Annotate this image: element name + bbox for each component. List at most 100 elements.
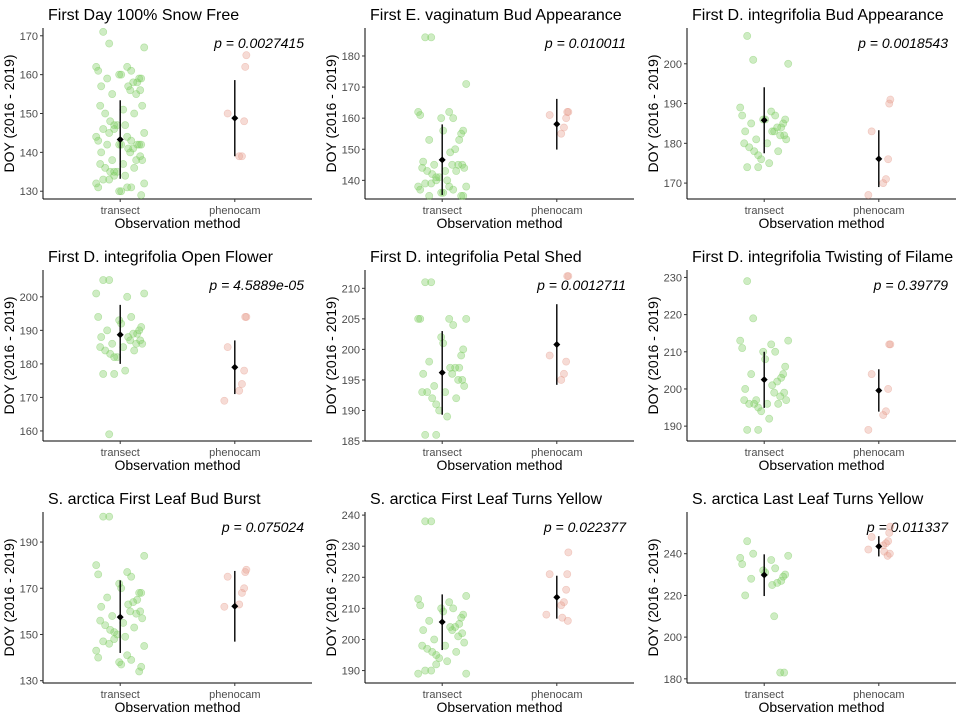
data-point-transect <box>105 276 114 284</box>
p-value-label: p = 0.39779 <box>873 277 949 293</box>
data-point-transect <box>445 314 454 323</box>
data-point-phenocam <box>240 584 249 593</box>
data-point-transect <box>437 114 446 123</box>
data-point-transect <box>421 517 430 526</box>
panel-8: S. arctica First Leaf Turns Yellow p = 0.… <box>323 491 634 715</box>
y-tick-label: 150 <box>20 629 38 641</box>
data-point-transect <box>94 313 103 321</box>
data-point-transect <box>750 147 759 156</box>
data-point-transect <box>124 82 133 91</box>
data-point-phenocam <box>879 411 888 419</box>
panel-4: First D. integrifolia Open Flower p = 4.5… <box>1 249 312 473</box>
data-point-transect <box>458 376 467 384</box>
data-point-transect <box>427 278 436 287</box>
p-value-label: p = 0.075024 <box>221 519 304 535</box>
data-point-phenocam <box>542 610 551 619</box>
data-point-phenocam <box>563 570 572 579</box>
data-point-phenocam <box>884 537 893 546</box>
data-point-transect <box>782 396 791 405</box>
data-point-transect <box>452 394 461 403</box>
data-point-transect <box>741 591 750 600</box>
p-value-label: p = 0.010011 <box>544 35 626 51</box>
data-point-transect <box>108 156 117 165</box>
data-point-transect <box>140 43 149 52</box>
data-point-transect <box>428 394 437 403</box>
data-point-transect <box>460 638 469 647</box>
y-tick-label: 160 <box>342 113 360 125</box>
data-point-transect <box>115 70 124 79</box>
data-point-transect <box>124 144 133 153</box>
data-point-phenocam <box>563 272 572 281</box>
data-point-phenocam <box>240 366 249 375</box>
mean-marker-transect <box>438 618 446 626</box>
y-tick-label: 140 <box>20 147 38 159</box>
data-point-transect <box>432 651 441 659</box>
mean-marker-phenocam <box>553 593 561 601</box>
data-point-transect <box>435 654 444 663</box>
data-point-phenocam <box>238 152 246 161</box>
data-point-transect <box>421 179 430 188</box>
y-axis-label: DOY (2016 - 2019) <box>1 54 17 172</box>
y-tick-label: 190 <box>664 99 682 111</box>
data-point-phenocam <box>867 533 876 541</box>
y-tick-label: 220 <box>664 590 682 602</box>
data-point-transect <box>779 370 788 378</box>
data-point-transect <box>457 191 466 200</box>
data-point-transect <box>123 183 132 192</box>
data-point-phenocam <box>562 357 571 366</box>
data-point-phenocam <box>884 155 893 164</box>
data-point-transect <box>99 637 108 646</box>
data-point-transect <box>99 27 108 36</box>
data-point-phenocam <box>242 51 251 60</box>
data-point-transect <box>427 179 436 188</box>
data-point-transect <box>127 136 136 145</box>
panel-title: First D. integrifolia Twisting of Filame <box>692 249 953 266</box>
y-tick-label: 180 <box>664 674 682 686</box>
data-point-transect <box>765 159 774 168</box>
data-point-transect <box>99 175 108 184</box>
y-axis-label: DOY (2016 - 2019) <box>645 54 661 172</box>
data-point-transect <box>92 62 101 71</box>
data-point-transect <box>105 175 114 184</box>
mean-marker-transect <box>438 156 446 164</box>
y-tick-label: 170 <box>342 82 360 94</box>
data-point-transect <box>137 588 146 597</box>
x-tick-label-phenocam: phenocam <box>853 205 904 217</box>
data-point-transect <box>771 564 780 573</box>
data-point-transect <box>138 101 147 110</box>
data-point-transect <box>126 86 135 95</box>
y-tick-label: 210 <box>342 603 360 615</box>
y-tick-label: 200 <box>342 634 360 646</box>
mean-marker-phenocam <box>875 386 883 394</box>
data-point-transect <box>94 570 103 579</box>
data-point-transect <box>428 648 437 656</box>
data-point-transect <box>103 74 112 83</box>
data-point-transect <box>92 561 101 570</box>
panel-title: S. arctica Last Leaf Turns Yellow <box>692 491 924 508</box>
x-axis-label: Observation method <box>114 215 240 231</box>
data-point-transect <box>419 369 428 378</box>
y-tick-label: 170 <box>664 178 682 190</box>
data-point-transect <box>736 553 745 562</box>
data-point-transect <box>462 314 471 323</box>
data-point-transect <box>117 319 126 328</box>
data-point-transect <box>462 669 471 678</box>
data-point-transect <box>416 601 425 610</box>
data-point-phenocam <box>864 545 873 554</box>
data-point-transect <box>108 339 117 348</box>
data-point-transect <box>738 344 747 352</box>
x-tick-label-phenocam: phenocam <box>531 205 582 217</box>
y-tick-label: 220 <box>342 572 360 584</box>
data-point-transect <box>115 187 124 196</box>
data-point-transect <box>421 278 430 287</box>
data-point-transect <box>774 147 783 156</box>
data-point-phenocam <box>864 191 873 199</box>
data-point-transect <box>419 626 428 635</box>
data-point-transect <box>105 39 114 48</box>
data-point-transect <box>127 183 136 192</box>
data-point-transect <box>771 111 780 120</box>
y-tick-label: 150 <box>342 144 360 156</box>
x-axis-label: Observation method <box>436 215 562 231</box>
p-value-label: p = 4.5889e-05 <box>208 277 304 293</box>
data-point-transect <box>437 333 446 342</box>
